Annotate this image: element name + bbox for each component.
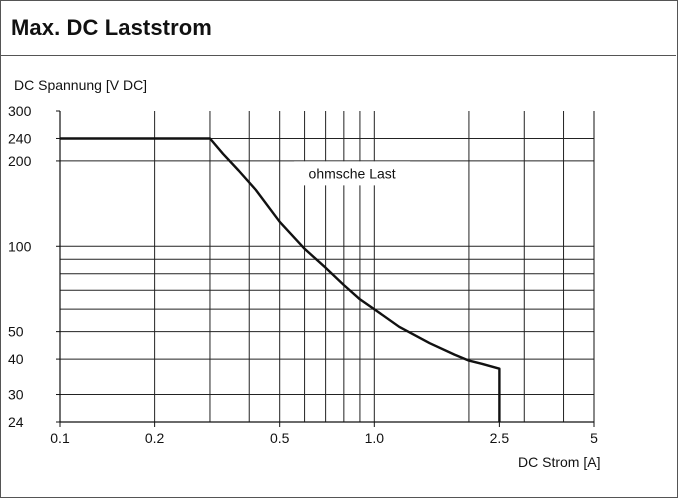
x-tick-label: 0.1	[50, 430, 70, 446]
max-load-curve	[60, 137, 501, 422]
y-tick-label: 30	[8, 387, 24, 403]
y-tick-label: 200	[8, 153, 32, 169]
annotation-ohmsche-last: ohmsche Last	[309, 165, 396, 181]
title-divider	[0, 55, 676, 56]
chart-title: Max. DC Laststrom	[11, 15, 212, 40]
y-tick-label: 24	[8, 414, 24, 430]
x-axis-title: DC Strom [A]	[518, 454, 600, 470]
y-tick-label: 100	[8, 238, 32, 254]
y-tick-label: 50	[8, 324, 24, 340]
x-tick-label: 5	[590, 430, 598, 446]
x-tick-label: 0.2	[145, 430, 165, 446]
y-tick-label: 240	[8, 130, 32, 146]
annotation-background	[294, 161, 411, 186]
y-tick-label: 300	[8, 103, 32, 119]
y-tick-label: 40	[8, 351, 24, 367]
y-axis-title: DC Spannung [V DC]	[14, 77, 147, 93]
x-tick-label: 0.5	[270, 430, 290, 446]
x-tick-label: 2.5	[490, 430, 510, 446]
x-tick-label: 1.0	[365, 430, 385, 446]
